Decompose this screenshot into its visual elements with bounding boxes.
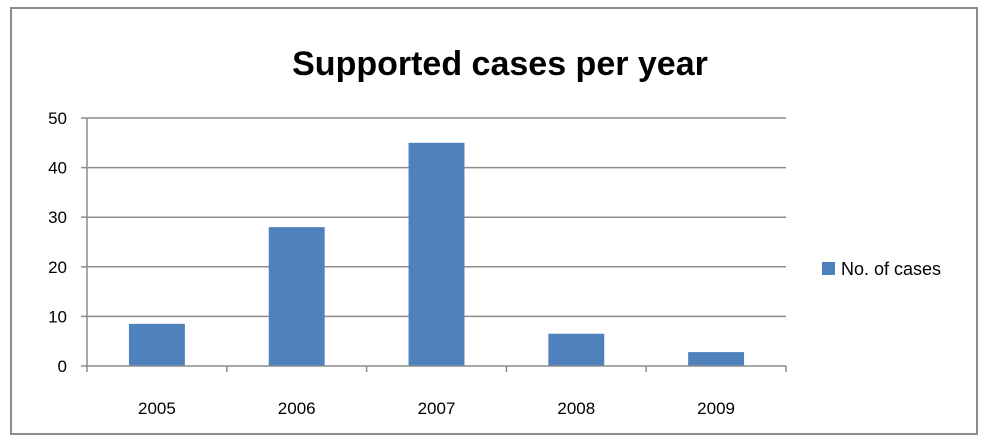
x-tick-label-2007: 2007 bbox=[418, 399, 456, 418]
bars bbox=[128, 142, 745, 366]
y-tick-label-40: 40 bbox=[48, 159, 67, 178]
axes bbox=[86, 118, 786, 367]
y-axis-ticks: 0 10 20 30 40 50 bbox=[48, 109, 87, 376]
x-tick-label-2005: 2005 bbox=[138, 399, 176, 418]
chart-title: Supported cases per year bbox=[292, 45, 708, 83]
bar-2008 bbox=[548, 333, 605, 366]
y-tick-label-0: 0 bbox=[58, 357, 67, 376]
x-tick-label-2008: 2008 bbox=[557, 399, 595, 418]
y-tick-label-50: 50 bbox=[48, 109, 67, 128]
bar-2007 bbox=[408, 142, 465, 366]
x-tick-label-2009: 2009 bbox=[697, 399, 735, 418]
y-tick-label-20: 20 bbox=[48, 258, 67, 277]
legend-label-no-of-cases: No. of cases bbox=[841, 259, 941, 279]
y-tick-label-30: 30 bbox=[48, 208, 67, 227]
legend-swatch-no-of-cases bbox=[822, 262, 835, 275]
x-tick-label-2006: 2006 bbox=[278, 399, 316, 418]
legend: No. of cases bbox=[822, 259, 941, 279]
bar-2006 bbox=[268, 227, 325, 366]
x-axis-ticks: 2005 2006 2007 2008 2009 bbox=[86, 366, 787, 418]
bar-2005 bbox=[128, 323, 185, 366]
bar-2009 bbox=[688, 352, 745, 366]
y-tick-label-10: 10 bbox=[48, 307, 67, 326]
